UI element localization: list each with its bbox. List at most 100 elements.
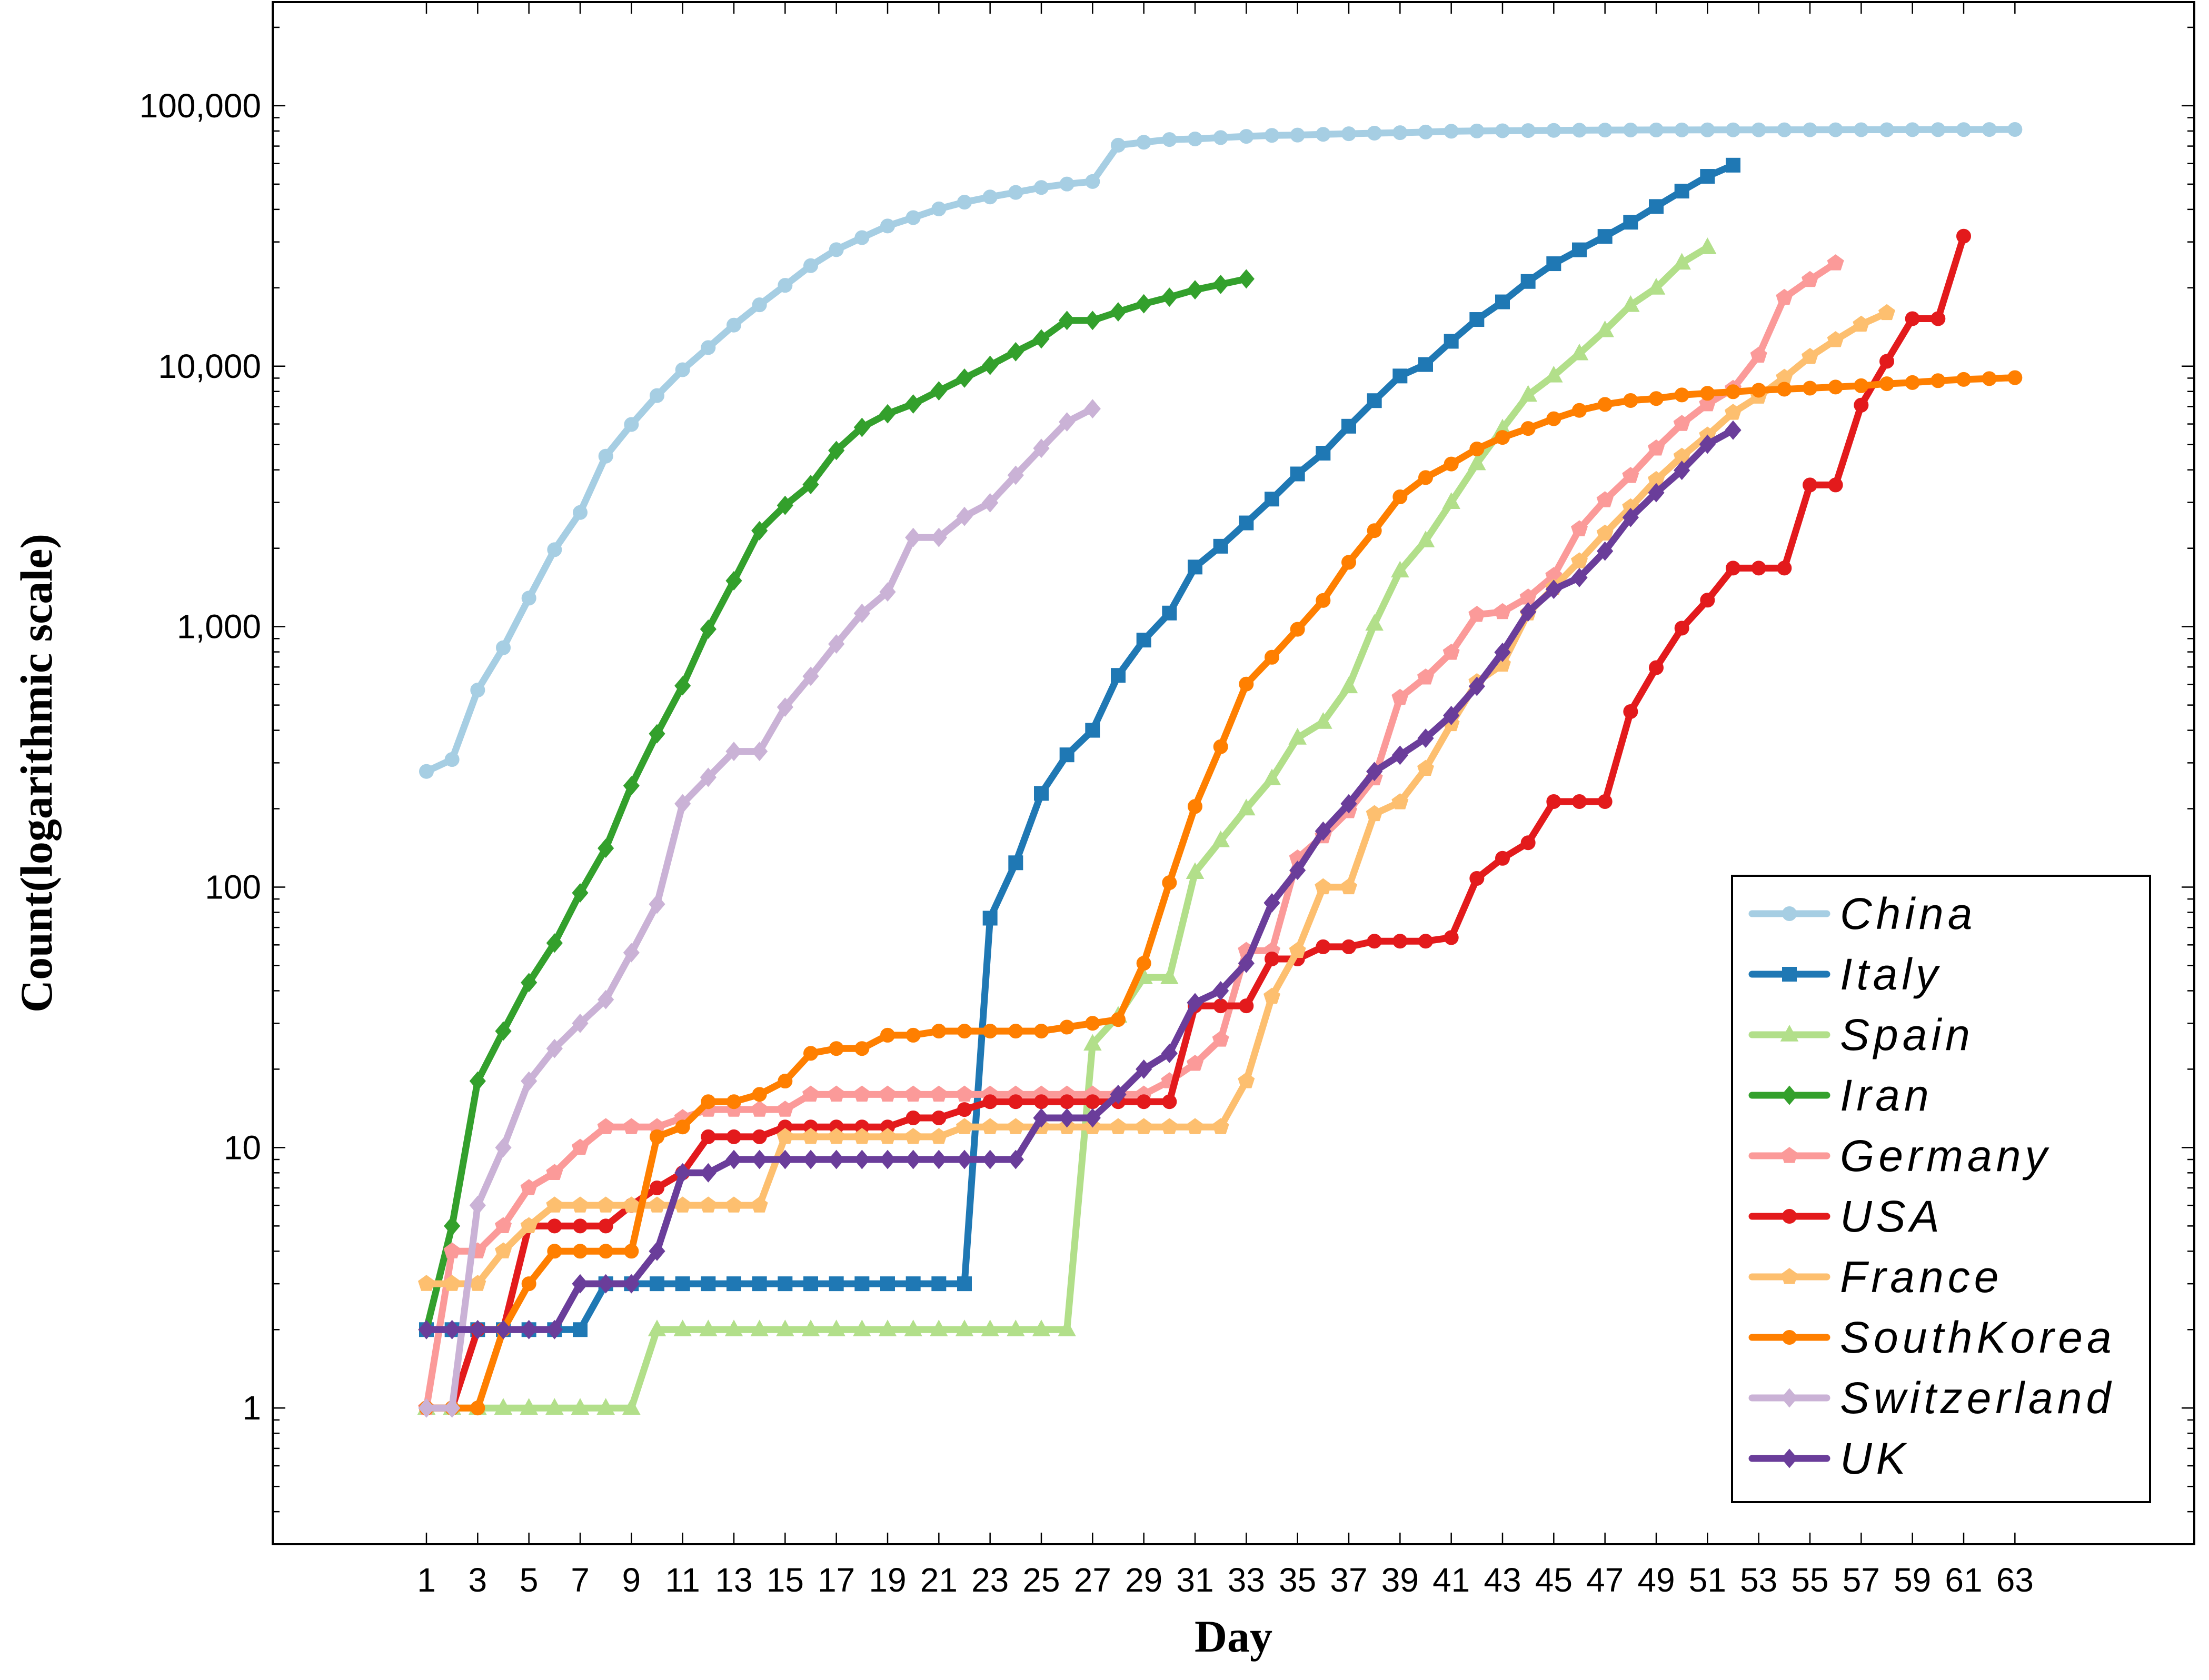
- data-point: [1008, 1024, 1023, 1039]
- data-point: [906, 1110, 921, 1125]
- data-point: [1135, 1118, 1152, 1134]
- data-point: [1136, 1059, 1152, 1079]
- data-point: [469, 1195, 486, 1215]
- data-point: [778, 1074, 793, 1089]
- data-point: [1186, 1118, 1204, 1134]
- data-point: [1545, 365, 1563, 383]
- series-uk: [418, 420, 1742, 1339]
- data-point: [1341, 555, 1356, 570]
- data-point: [521, 1276, 536, 1292]
- data-point: [1905, 375, 1920, 390]
- data-point: [1136, 956, 1151, 971]
- data-point: [1314, 712, 1332, 729]
- data-point: [1724, 404, 1742, 420]
- data-point: [675, 362, 690, 377]
- data-point: [777, 1149, 793, 1169]
- x-tick-label: 55: [1791, 1561, 1828, 1599]
- data-point: [1392, 125, 1408, 141]
- data-point: [1392, 489, 1408, 505]
- data-point: [1622, 467, 1639, 483]
- data-point: [1956, 372, 1971, 387]
- data-point: [1827, 331, 1844, 347]
- data-point: [1827, 254, 1844, 271]
- data-point: [699, 1319, 718, 1336]
- series-switzerland: [418, 399, 1101, 1418]
- data-point: [1187, 280, 1203, 300]
- data-point: [1674, 621, 1689, 636]
- data-point: [1673, 253, 1691, 270]
- data-point: [1801, 348, 1819, 364]
- legend-item-uk: UK: [1748, 1434, 1906, 1483]
- data-point: [906, 1276, 921, 1292]
- data-point: [1136, 1094, 1151, 1109]
- data-point: [598, 448, 613, 464]
- data-point: [853, 1149, 870, 1169]
- legend-marker: [1782, 967, 1797, 982]
- data-point: [982, 189, 998, 205]
- data-point: [1905, 122, 1920, 137]
- data-point: [1570, 552, 1588, 568]
- data-point: [1828, 477, 1843, 493]
- data-point: [957, 195, 972, 210]
- data-point: [727, 1094, 741, 1109]
- legend-label: SouthKorea: [1840, 1313, 2116, 1362]
- legend-item-germany: Germany: [1748, 1131, 2047, 1181]
- data-point: [649, 1241, 665, 1261]
- data-point: [520, 1398, 538, 1415]
- data-point: [1801, 271, 1819, 287]
- data-point: [1162, 605, 1177, 621]
- data-point: [1059, 1019, 1074, 1035]
- series-southkorea: [419, 370, 2023, 1416]
- data-point: [1726, 122, 1740, 137]
- data-point: [2007, 370, 2023, 385]
- data-point: [495, 1319, 512, 1339]
- data-point: [650, 1276, 664, 1292]
- data-point: [1469, 441, 1485, 456]
- data-point: [1777, 561, 1792, 576]
- data-point: [597, 1118, 614, 1134]
- data-point: [1597, 229, 1613, 244]
- data-point: [1700, 122, 1715, 137]
- data-point: [1469, 871, 1485, 886]
- data-point: [1597, 794, 1613, 809]
- data-point: [982, 911, 998, 926]
- data-point: [1340, 878, 1358, 895]
- data-point: [1417, 759, 1435, 776]
- data-point: [982, 493, 999, 513]
- data-point: [1649, 122, 1664, 137]
- legend-label: Italy: [1840, 949, 1942, 999]
- data-point: [1059, 412, 1076, 432]
- data-point: [443, 1275, 461, 1291]
- data-point: [1520, 274, 1536, 289]
- data-point: [1007, 1149, 1024, 1169]
- data-point: [1213, 998, 1228, 1014]
- data-point: [1597, 123, 1613, 138]
- data-point: [1726, 384, 1740, 399]
- data-point: [1136, 135, 1151, 150]
- data-point: [546, 1196, 563, 1213]
- data-point: [905, 1149, 922, 1169]
- data-point: [1621, 295, 1640, 312]
- data-point: [469, 1071, 486, 1091]
- data-point: [1494, 603, 1511, 619]
- data-point: [573, 1322, 588, 1337]
- data-point: [829, 242, 844, 257]
- data-point: [802, 475, 819, 495]
- legend-marker: [1782, 906, 1797, 921]
- data-point: [930, 527, 947, 547]
- data-point: [1212, 1118, 1229, 1134]
- x-tick-label: 33: [1228, 1561, 1265, 1599]
- data-point: [803, 1046, 818, 1061]
- y-tick-label: 100: [205, 868, 261, 906]
- x-tick-label: 29: [1125, 1561, 1162, 1599]
- x-tick-label: 25: [1022, 1561, 1060, 1599]
- data-point: [573, 505, 588, 520]
- data-point: [1495, 294, 1510, 309]
- data-point: [470, 1401, 485, 1416]
- data-point: [853, 1319, 871, 1336]
- series-line-italy: [423, 162, 1737, 1333]
- data-point: [521, 591, 536, 606]
- data-point: [956, 1149, 973, 1169]
- data-point: [853, 417, 870, 437]
- data-point: [598, 838, 614, 858]
